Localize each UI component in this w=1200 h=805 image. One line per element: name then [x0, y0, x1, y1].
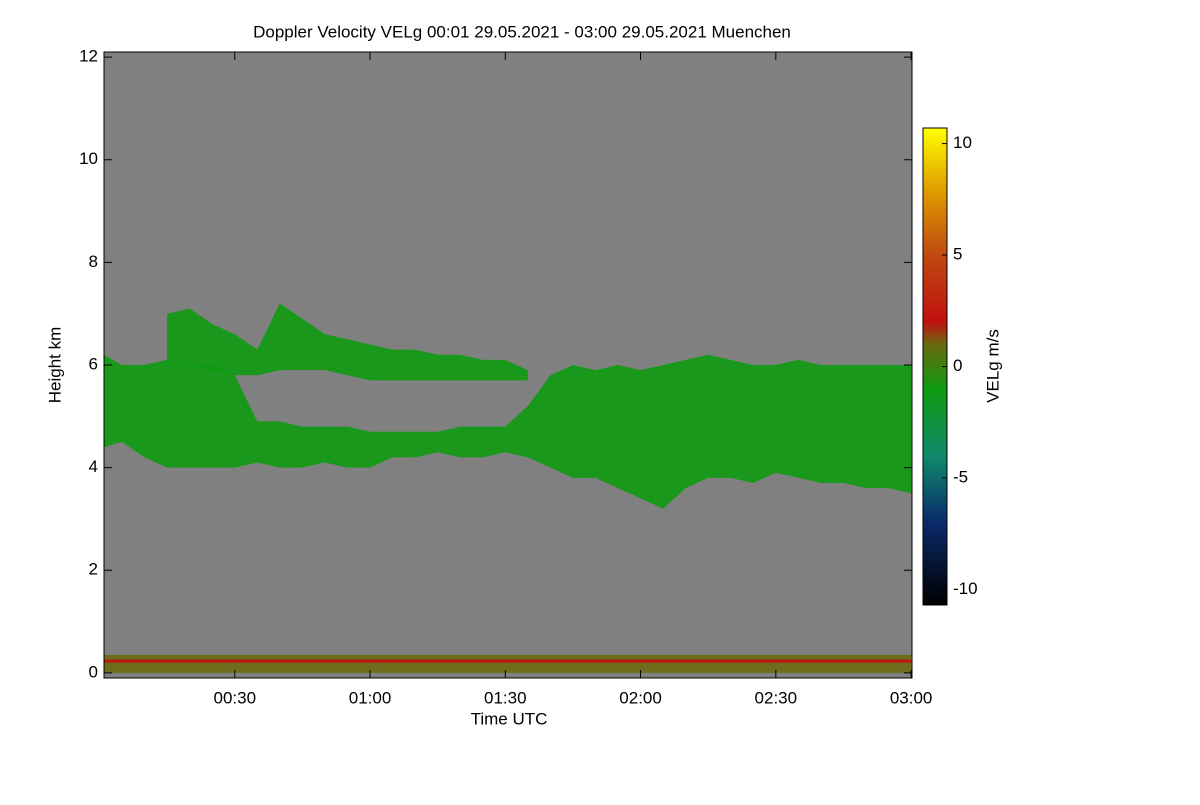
x-tick-label: 00:30 [213, 688, 256, 707]
y-tick-label: 8 [89, 252, 98, 271]
x-axis-label: Time UTC [471, 709, 548, 728]
x-tick-label: 02:00 [619, 688, 662, 707]
x-tick-label: 03:00 [890, 688, 933, 707]
y-tick-label: 0 [89, 662, 98, 681]
colorbar-tick-label: 0 [953, 356, 962, 375]
colorbar-tick-label: 5 [953, 245, 962, 264]
echo-layer [104, 659, 912, 663]
y-tick-label: 6 [89, 354, 98, 373]
y-tick-label: 2 [89, 560, 98, 579]
echo-layer [104, 654, 912, 673]
y-tick-label: 4 [89, 457, 98, 476]
colorbar-label: VELg m/s [983, 329, 1002, 403]
chart-title: Doppler Velocity VELg 00:01 29.05.2021 -… [253, 22, 791, 41]
y-axis-label: Height km [45, 327, 64, 404]
y-tick-label: 10 [79, 149, 98, 168]
colorbar-tick-label: -10 [953, 579, 978, 598]
colorbar-tick-label: 10 [953, 133, 972, 152]
x-tick-label: 02:30 [755, 688, 798, 707]
echo-layer [167, 303, 528, 381]
y-tick-label: 12 [79, 47, 98, 66]
echo-layer [104, 354, 912, 509]
colorbar-tick-label: -5 [953, 467, 968, 486]
x-tick-label: 01:00 [349, 688, 392, 707]
x-tick-label: 01:30 [484, 688, 527, 707]
